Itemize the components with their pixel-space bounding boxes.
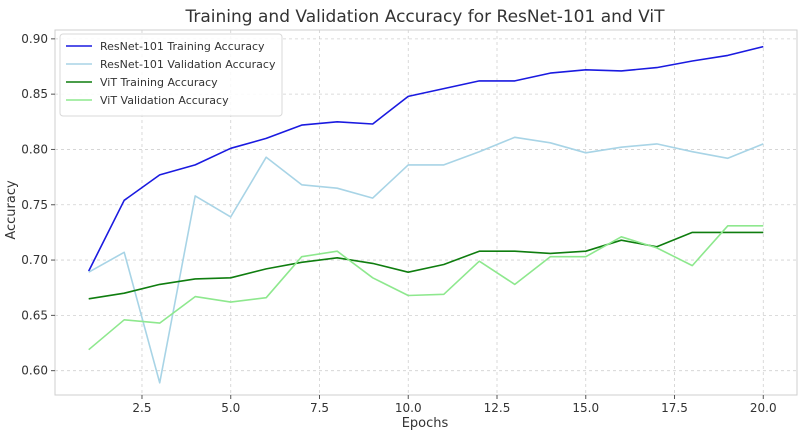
legend: ResNet-101 Training Accuracy ResNet-101 V… [59, 33, 283, 117]
legend-label: ResNet-101 Training Accuracy [100, 40, 265, 53]
axes: 2.5 5.0 7.5 10.0 12.5 15.0 17.5 20.0 0.60 0.65 0.7… [21, 29, 798, 415]
y-tick-label: 0.70 [21, 253, 48, 267]
y-tick-label: 0.80 [21, 142, 48, 156]
series-line-4 [88, 225, 764, 351]
legend-label: ViT Training Accuracy [100, 76, 218, 89]
legend-label: ViT Validation Accuracy [100, 94, 229, 107]
grid-lines [55, 30, 797, 395]
y-tick-label: 0.60 [21, 364, 48, 378]
x-tick-label: 12.5 [484, 401, 511, 415]
legend-box [59, 33, 283, 117]
y-tick-label: 0.75 [21, 198, 48, 212]
series-line-3 [88, 231, 764, 300]
series-line-1 [87, 45, 764, 272]
y-tick-label: 0.85 [21, 87, 48, 101]
legend-label: ResNet-101 Validation Accuracy [100, 58, 276, 71]
x-axis-label: Epochs [402, 416, 449, 431]
x-tick-label: 2.5 [132, 401, 151, 415]
x-tick-label: 15.0 [572, 401, 599, 415]
x-tick-label: 17.5 [661, 401, 688, 415]
series-line-2 [88, 136, 764, 384]
chart-title: Training and Validation Accuracy for Res… [185, 7, 666, 27]
x-tick-label: 5.0 [221, 401, 240, 415]
x-tick-label: 20.0 [750, 401, 777, 415]
y-axis-label: Accuracy [4, 180, 19, 240]
x-tick-label: 7.5 [310, 401, 329, 415]
x-tick-label: 10.0 [395, 401, 422, 415]
y-tick-label: 0.90 [21, 32, 48, 46]
y-tick-label: 0.65 [21, 308, 48, 322]
series-lines [87, 45, 764, 384]
plot-frame [54, 29, 798, 396]
